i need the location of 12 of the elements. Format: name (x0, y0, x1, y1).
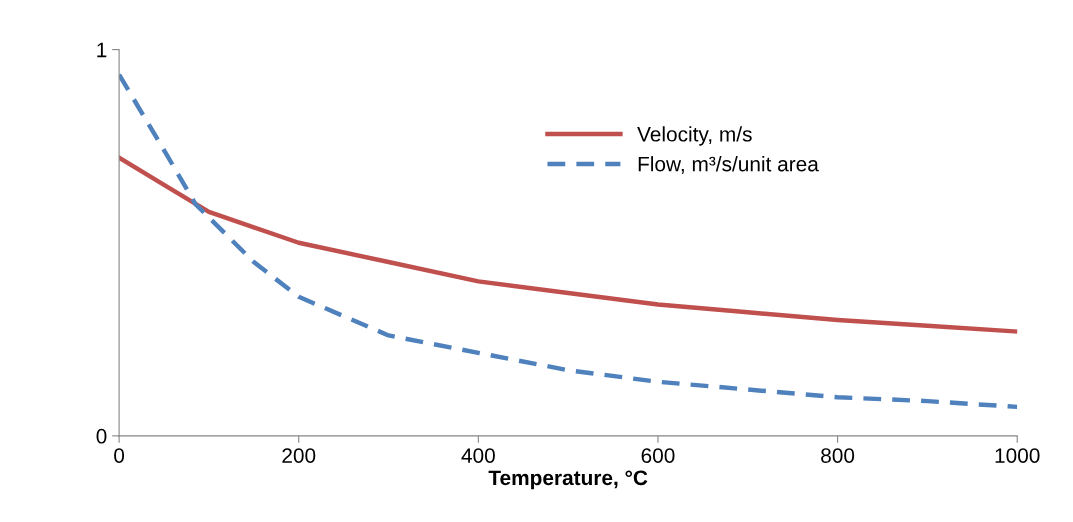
x-tick-label: 200 (282, 448, 316, 463)
x-tick-label: 1000 (995, 448, 1040, 463)
x-tick-label: 400 (461, 448, 495, 463)
y-tick-label: 1 (97, 42, 107, 58)
line-series (119, 72, 1018, 410)
legend-label: Velocity, m/s (637, 126, 752, 146)
x-tick-label: 600 (641, 448, 675, 463)
line-series (119, 155, 1018, 334)
x-tick-label: 0 (114, 448, 125, 463)
x-tick-label: 800 (821, 448, 855, 463)
x-axis-title: Temperature, °C (488, 470, 648, 490)
legend-label: Flow, m³/s/unit area (638, 156, 819, 174)
